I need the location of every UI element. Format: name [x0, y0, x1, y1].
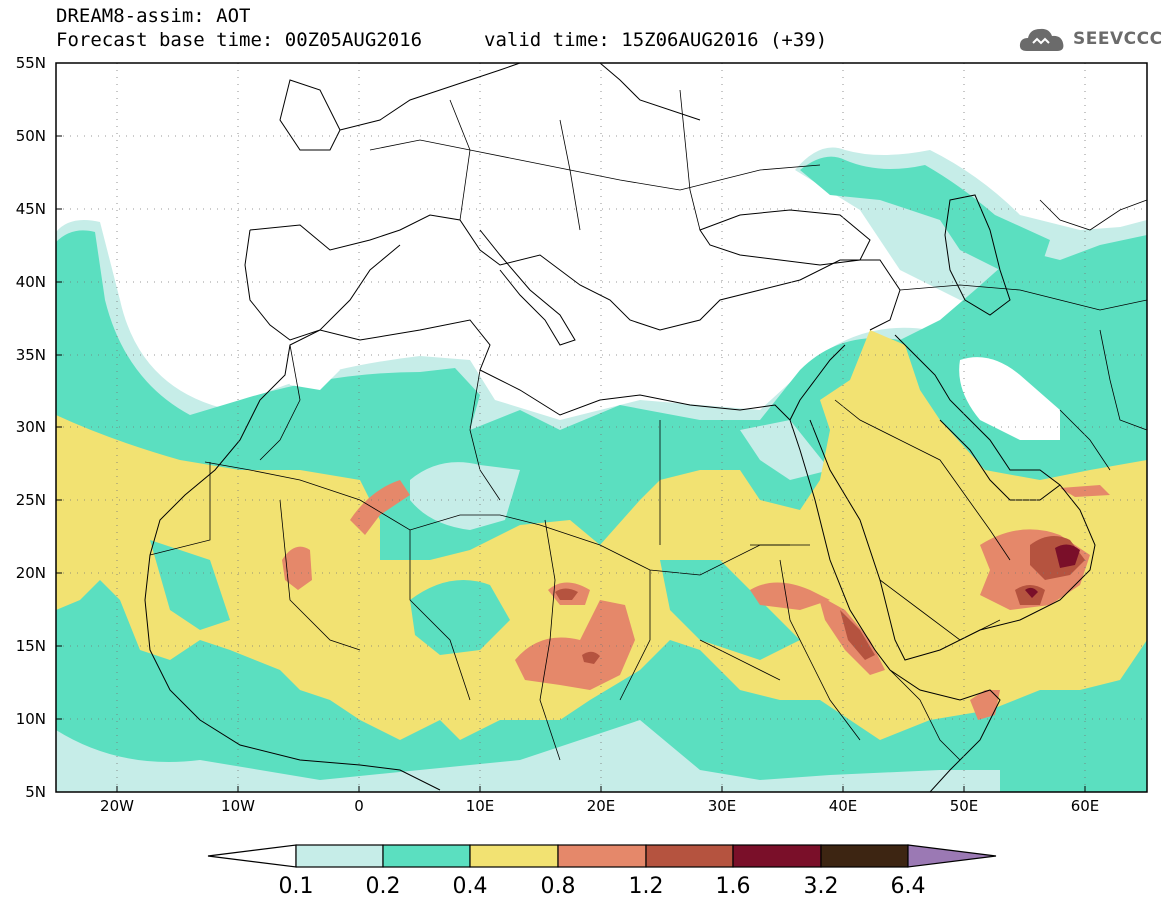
lon-labels: 20W 10W 0 10E 20E 30E 40E 50E 60E — [100, 797, 1099, 815]
aot-0.8-region — [515, 600, 635, 690]
aot-0.1-region — [740, 420, 830, 480]
lon-label: 10E — [466, 797, 495, 815]
colorbar-high-arrow — [907, 844, 997, 868]
persian-gulf-coast — [939, 419, 1061, 501]
graticule — [56, 63, 1147, 792]
europe-coast — [249, 214, 901, 331]
colorbar-low-arrow — [207, 844, 297, 868]
north-africa-coast — [149, 319, 791, 556]
aot-clear-region — [959, 357, 1060, 440]
seevccc-logo: SEEVCCC — [1017, 23, 1162, 57]
colorbar-swatch-4 — [645, 844, 734, 868]
colorbar-label: 1.2 — [629, 874, 664, 899]
border-line — [204, 461, 810, 576]
lat-label: 10N — [16, 710, 46, 728]
lat-label: 35N — [16, 346, 46, 364]
north-europe-coast — [339, 63, 701, 131]
valid-time: valid time: 15Z06AUG2016 (+39) — [484, 29, 828, 51]
colorbar-label: 3.2 — [804, 874, 839, 899]
west-africa-coast — [144, 554, 441, 791]
lat-label: 45N — [16, 200, 46, 218]
lon-label: 10W — [221, 797, 255, 815]
border-line — [899, 199, 1147, 311]
colorbar-swatch-3 — [557, 844, 647, 868]
colorbar-swatch-0 — [295, 844, 384, 868]
aot-0.2-region — [150, 540, 230, 630]
black-sea-coast — [699, 209, 871, 266]
aot-1.2-region — [582, 651, 600, 664]
lat-label: 40N — [16, 273, 46, 291]
lat-label: 5N — [25, 783, 46, 801]
coastlines — [144, 63, 1096, 792]
lon-label: 60E — [1071, 797, 1100, 815]
lat-label: 20N — [16, 564, 46, 582]
aot-0.8-region — [282, 546, 312, 590]
forecast-base-time: Forecast base time: 00Z05AUG2016 — [56, 29, 423, 51]
map-title: DREAM8-assim: AOT — [56, 5, 251, 27]
logo-text: SEEVCCC — [1073, 29, 1163, 49]
aot-0.4-region — [56, 330, 1147, 740]
border-line — [834, 399, 1011, 761]
britain-coast — [279, 79, 341, 151]
colorbar-label: 0.8 — [541, 874, 576, 899]
lon-label: 20E — [587, 797, 616, 815]
colorbar-labels: 0.1 0.2 0.4 0.8 1.2 1.6 3.2 6.4 — [279, 874, 926, 899]
lon-label: 20W — [100, 797, 134, 815]
aot-1.6-region — [1025, 587, 1038, 598]
lon-label: 50E — [950, 797, 979, 815]
border-line — [469, 369, 790, 761]
aot-0.1-region — [56, 720, 1000, 792]
aot-0.2-region — [800, 156, 1050, 270]
border-line — [369, 89, 821, 231]
italy-coast — [479, 229, 576, 346]
aot-0.8-region — [970, 690, 1000, 720]
lat-label: 55N — [16, 54, 46, 72]
colorbar — [207, 844, 997, 868]
aot-clear-region — [280, 356, 340, 390]
lat-label: 50N — [16, 127, 46, 145]
aot-1.2-region — [555, 588, 578, 600]
border-line — [1059, 329, 1147, 471]
caspian-coast — [944, 194, 1011, 316]
cloud-icon — [1019, 28, 1064, 51]
aot-0.1-region — [410, 462, 520, 530]
lon-label: 0 — [354, 797, 364, 815]
aot-field — [56, 147, 1147, 792]
colorbar-label: 0.2 — [366, 874, 401, 899]
arabia-coast — [789, 334, 1096, 661]
colorbar-swatch-6 — [820, 844, 909, 868]
aot-0.2-region — [660, 560, 800, 660]
lat-label: 15N — [16, 637, 46, 655]
colorbar-label: 0.1 — [279, 874, 314, 899]
colorbar-swatch-2 — [469, 844, 559, 868]
colorbar-swatch-5 — [732, 844, 822, 868]
iberia-coast — [244, 229, 401, 341]
aot-0.8-region — [350, 480, 410, 535]
aot-0.8-region — [750, 582, 830, 610]
lat-labels: 55N 50N 45N 40N 35N 30N 25N 20N 15N 10N … — [16, 54, 46, 801]
lat-label: 25N — [16, 491, 46, 509]
country-borders — [149, 89, 1147, 761]
lon-label: 30E — [708, 797, 737, 815]
border-line — [149, 344, 471, 701]
colorbar-label: 0.4 — [453, 874, 488, 899]
lon-label: 40E — [829, 797, 858, 815]
colorbar-label: 1.6 — [716, 874, 751, 899]
lat-label: 30N — [16, 418, 46, 436]
aot-1.2-region — [840, 610, 875, 660]
aot-0.2-region — [410, 580, 510, 655]
red-sea-coast — [789, 419, 1001, 792]
border-line — [699, 559, 861, 741]
aot-1.6-region — [1055, 544, 1080, 568]
colorbar-swatch-1 — [382, 844, 471, 868]
axis-ticks — [56, 62, 1086, 792]
colorbar-label: 6.4 — [891, 874, 926, 899]
